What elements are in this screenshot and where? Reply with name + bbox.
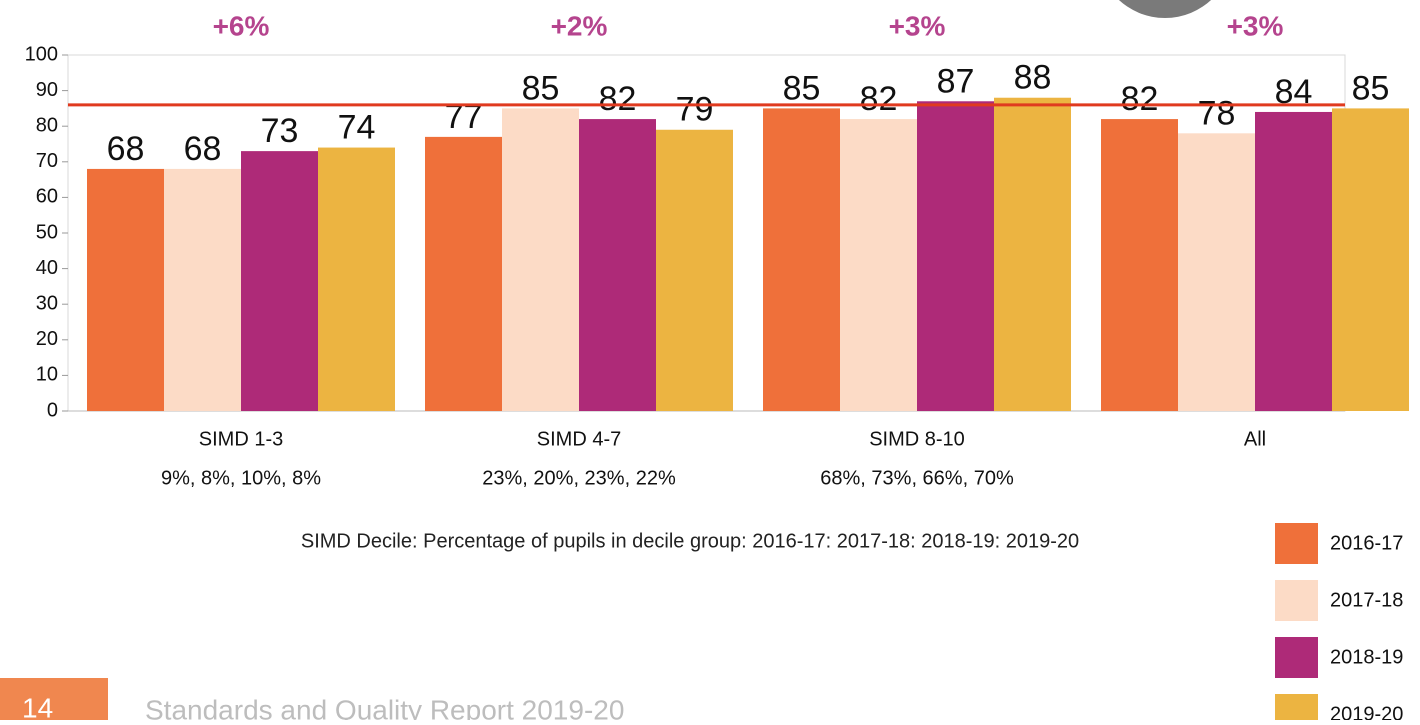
- bar: [87, 168, 164, 411]
- data-label: 82: [860, 80, 898, 118]
- y-tick-label: 40: [36, 257, 58, 279]
- data-label: 78: [1198, 94, 1236, 132]
- data-label: 87: [937, 62, 975, 100]
- bar: [1255, 111, 1332, 412]
- data-label: 73: [261, 112, 299, 150]
- data-label: 74: [338, 109, 376, 147]
- chart-note: SIMD Decile: Percentage of pupils in dec…: [301, 530, 1079, 552]
- y-tick-label: 100: [25, 43, 58, 65]
- category-note: 23%, 20%, 23%, 22%: [482, 467, 676, 489]
- bar: [241, 151, 318, 411]
- bar: [917, 101, 994, 411]
- y-tick-label: 30: [36, 292, 58, 314]
- y-tick-label: 70: [36, 150, 58, 172]
- y-tick-label: 0: [47, 399, 58, 421]
- category-note: 9%, 8%, 10%, 8%: [161, 467, 321, 489]
- footer-text: Standards and Quality Report 2019-20: [145, 694, 624, 720]
- change-annotation: +2%: [551, 10, 608, 41]
- legend-label: 2019-20: [1330, 703, 1403, 720]
- bar: [1332, 108, 1409, 412]
- change-annotation: +3%: [1227, 10, 1284, 41]
- change-annotation: +6%: [213, 10, 270, 41]
- page-number-box: [0, 678, 108, 725]
- y-tick-label: 10: [36, 364, 58, 386]
- x-tick-label: SIMD 1-3: [199, 428, 283, 450]
- y-tick-label: 50: [36, 221, 58, 243]
- data-label: 82: [599, 80, 637, 118]
- bar: [164, 168, 241, 411]
- data-label: 85: [522, 69, 560, 107]
- data-label: 88: [1014, 59, 1052, 97]
- x-tick-label: SIMD 4-7: [537, 428, 621, 450]
- bar: [425, 136, 502, 411]
- page-number: 14: [22, 692, 53, 720]
- x-tick-label: SIMD 8-10: [869, 428, 965, 450]
- y-tick-label: 80: [36, 114, 58, 136]
- bar: [1101, 119, 1178, 411]
- legend-swatch: [1275, 580, 1318, 621]
- data-label: 68: [184, 130, 222, 168]
- legend-swatch: [1275, 637, 1318, 678]
- bar: [763, 108, 840, 412]
- category-note: 68%, 73%, 66%, 70%: [820, 467, 1014, 489]
- data-label: 82: [1121, 80, 1159, 118]
- bar: [656, 129, 733, 411]
- x-tick-label: All: [1244, 428, 1266, 450]
- y-tick-label: 60: [36, 186, 58, 208]
- data-label: 79: [676, 91, 714, 129]
- bar: [502, 108, 579, 412]
- change-annotation: +3%: [889, 10, 946, 41]
- data-label: 68: [107, 130, 145, 168]
- data-label: 85: [783, 69, 821, 107]
- y-tick-label: 20: [36, 328, 58, 350]
- bar: [579, 119, 656, 411]
- legend-label: 2017-18: [1330, 589, 1403, 611]
- data-label: 85: [1352, 69, 1390, 107]
- y-tick-label: 90: [36, 79, 58, 101]
- decorative-circle: [1118, 0, 1212, 18]
- legend-swatch: [1275, 523, 1318, 564]
- bar: [1178, 133, 1255, 411]
- legend-label: 2018-19: [1330, 646, 1403, 668]
- bar: [318, 147, 395, 411]
- bar: [840, 119, 917, 411]
- legend-label: 2016-17: [1330, 532, 1403, 554]
- legend-swatch: [1275, 694, 1318, 725]
- bar: [994, 97, 1071, 411]
